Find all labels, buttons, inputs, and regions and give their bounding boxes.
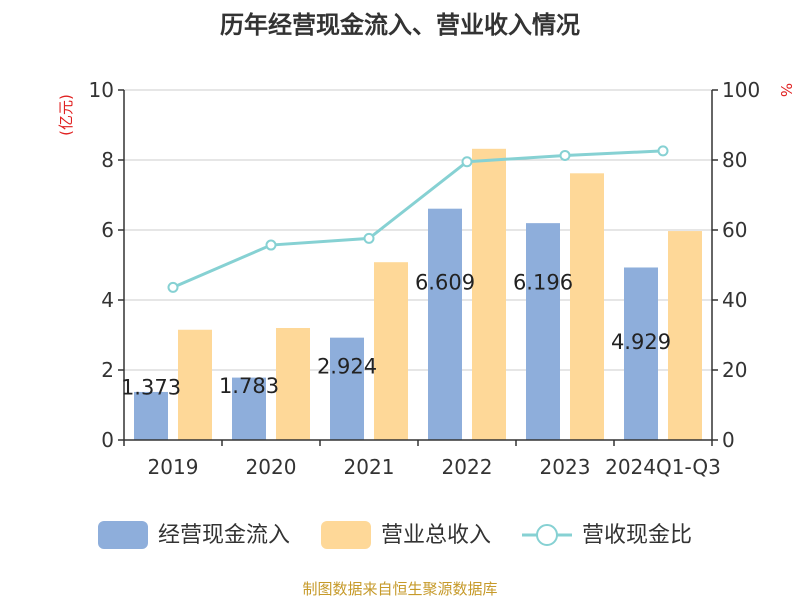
x-tick-label: 2021 <box>344 455 395 479</box>
bar-revenue <box>668 231 702 440</box>
right-tick-label: 80 <box>722 148 747 172</box>
left-tick-label: 8 <box>101 148 114 172</box>
legend-swatch-cash-inflow <box>98 521 148 549</box>
x-tick-label: 2024Q1-Q3 <box>605 455 721 479</box>
x-tick-label: 2020 <box>246 455 297 479</box>
data-label-cash-inflow: 6.196 <box>513 271 573 295</box>
left-tick-label: 0 <box>101 428 114 452</box>
point-ratio <box>265 239 277 251</box>
bar-cash-inflow <box>428 208 462 440</box>
data-label-cash-inflow: 2.924 <box>317 355 377 379</box>
bars <box>134 148 702 441</box>
data-label-cash-inflow: 1.373 <box>121 376 181 400</box>
chart-title: 历年经营现金流入、营业收入情况 <box>220 11 580 39</box>
x-tick-label: 2019 <box>148 455 199 479</box>
point-ratio <box>461 156 473 168</box>
left-tick-label: 4 <box>101 288 114 312</box>
data-label-cash-inflow: 6.609 <box>415 271 475 295</box>
bar-cash-inflow <box>330 337 364 440</box>
right-tick-label: 60 <box>722 218 747 242</box>
right-tick-label: 0 <box>722 428 735 452</box>
bar-revenue <box>570 173 604 441</box>
gridlines <box>124 89 712 371</box>
point-ratio <box>559 149 571 161</box>
legend: 经营现金流入 营业总收入 营收现金比 <box>98 521 692 549</box>
left-tick-label: 2 <box>101 358 114 382</box>
right-tick-label: 100 <box>722 78 760 102</box>
line-series <box>167 145 669 293</box>
bar-cash-inflow <box>134 391 168 440</box>
legend-swatch-ratio-marker <box>536 524 558 546</box>
data-labels: 1.373 1.783 2.924 6.609 6.196 4.929 <box>121 271 671 400</box>
left-tick-label: 10 <box>89 78 114 102</box>
legend-swatch-revenue <box>321 521 371 549</box>
data-label-cash-inflow: 1.783 <box>219 374 279 398</box>
legend-label-revenue: 营业总收入 <box>381 523 491 548</box>
line-ratio <box>172 149 664 289</box>
right-tick-label: 20 <box>722 358 747 382</box>
bar-cash-inflow <box>232 377 266 440</box>
source-note: 制图数据来自恒生聚源数据库 <box>302 580 497 598</box>
data-label-cash-inflow: 4.929 <box>611 330 671 354</box>
bar-revenue <box>472 148 506 441</box>
right-axis-unit: % <box>777 83 795 97</box>
x-tick-label: 2022 <box>442 455 493 479</box>
left-axis-unit: (亿元) <box>57 94 75 136</box>
point-ratio <box>167 281 179 293</box>
left-tick-label: 6 <box>101 218 114 242</box>
legend-label-cash-inflow: 经营现金流入 <box>158 523 290 548</box>
legend-label-ratio: 营收现金比 <box>582 523 692 548</box>
point-ratio <box>657 145 669 157</box>
right-tick-label: 40 <box>722 288 747 312</box>
bar-cash-inflow <box>526 223 560 440</box>
x-tick-label: 2023 <box>540 455 591 479</box>
bar-revenue <box>374 262 408 440</box>
bar-revenue <box>276 328 310 440</box>
point-ratio <box>363 232 375 244</box>
bar-revenue <box>178 329 212 440</box>
bar-cash-inflow <box>624 267 658 440</box>
